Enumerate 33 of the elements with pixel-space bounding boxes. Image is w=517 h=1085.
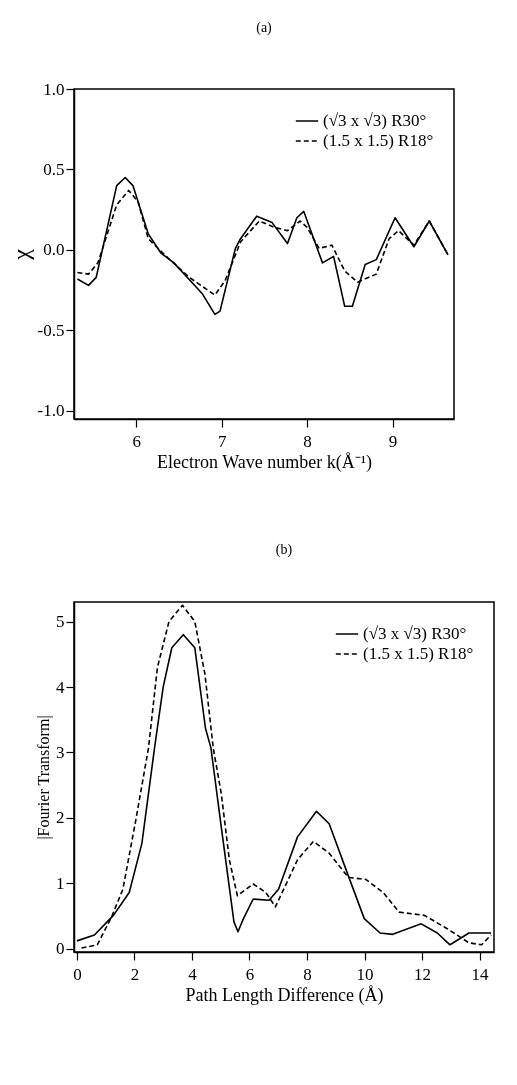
- x-tick-label: 6: [132, 431, 142, 451]
- x-tick-label: 8: [303, 964, 312, 984]
- legend-label: (√3 x √3) R30°: [323, 111, 427, 130]
- x-tick-label: 9: [388, 431, 398, 451]
- chart-title: (b): [275, 542, 293, 558]
- x-tick-label: 0: [73, 964, 82, 984]
- y-tick-label: 2: [56, 808, 65, 828]
- legend-label: (√3 x √3) R30°: [363, 624, 467, 643]
- y-tick-label: 3: [56, 742, 65, 762]
- x-tick-label: 6: [245, 964, 255, 984]
- y-axis-title: χ: [7, 248, 34, 261]
- x-tick-label: 4: [188, 964, 198, 984]
- y-tick-label: -1.0: [37, 401, 65, 421]
- y-tick-label: 0.0: [43, 240, 65, 260]
- y-tick-label: 1: [56, 873, 65, 893]
- x-tick-label: 2: [130, 964, 140, 984]
- x-tick-label: 7: [217, 431, 227, 451]
- x-axis-title: Electron Wave number k(Å⁻¹): [156, 451, 373, 473]
- chart-title: (a): [256, 20, 273, 36]
- y-tick-label: 5: [56, 612, 65, 632]
- y-axis-title: |Fourier Transform|: [35, 715, 53, 840]
- y-tick-label: -0.5: [37, 320, 65, 340]
- y-tick-label: 0.5: [43, 159, 65, 179]
- legend-label: (1.5 x 1.5) R18°: [323, 131, 434, 150]
- x-axis-title: Path Length Difference (Å): [185, 984, 384, 1006]
- x-tick-label: 8: [303, 431, 312, 451]
- y-tick-label: 0: [56, 939, 65, 959]
- y-tick-label: 1.0: [43, 79, 65, 99]
- legend-label: (1.5 x 1.5) R18°: [363, 644, 474, 663]
- x-tick-label: 12: [414, 964, 432, 984]
- x-tick-label: 14: [471, 964, 490, 984]
- y-tick-label: 4: [56, 677, 65, 697]
- x-tick-label: 10: [356, 964, 374, 984]
